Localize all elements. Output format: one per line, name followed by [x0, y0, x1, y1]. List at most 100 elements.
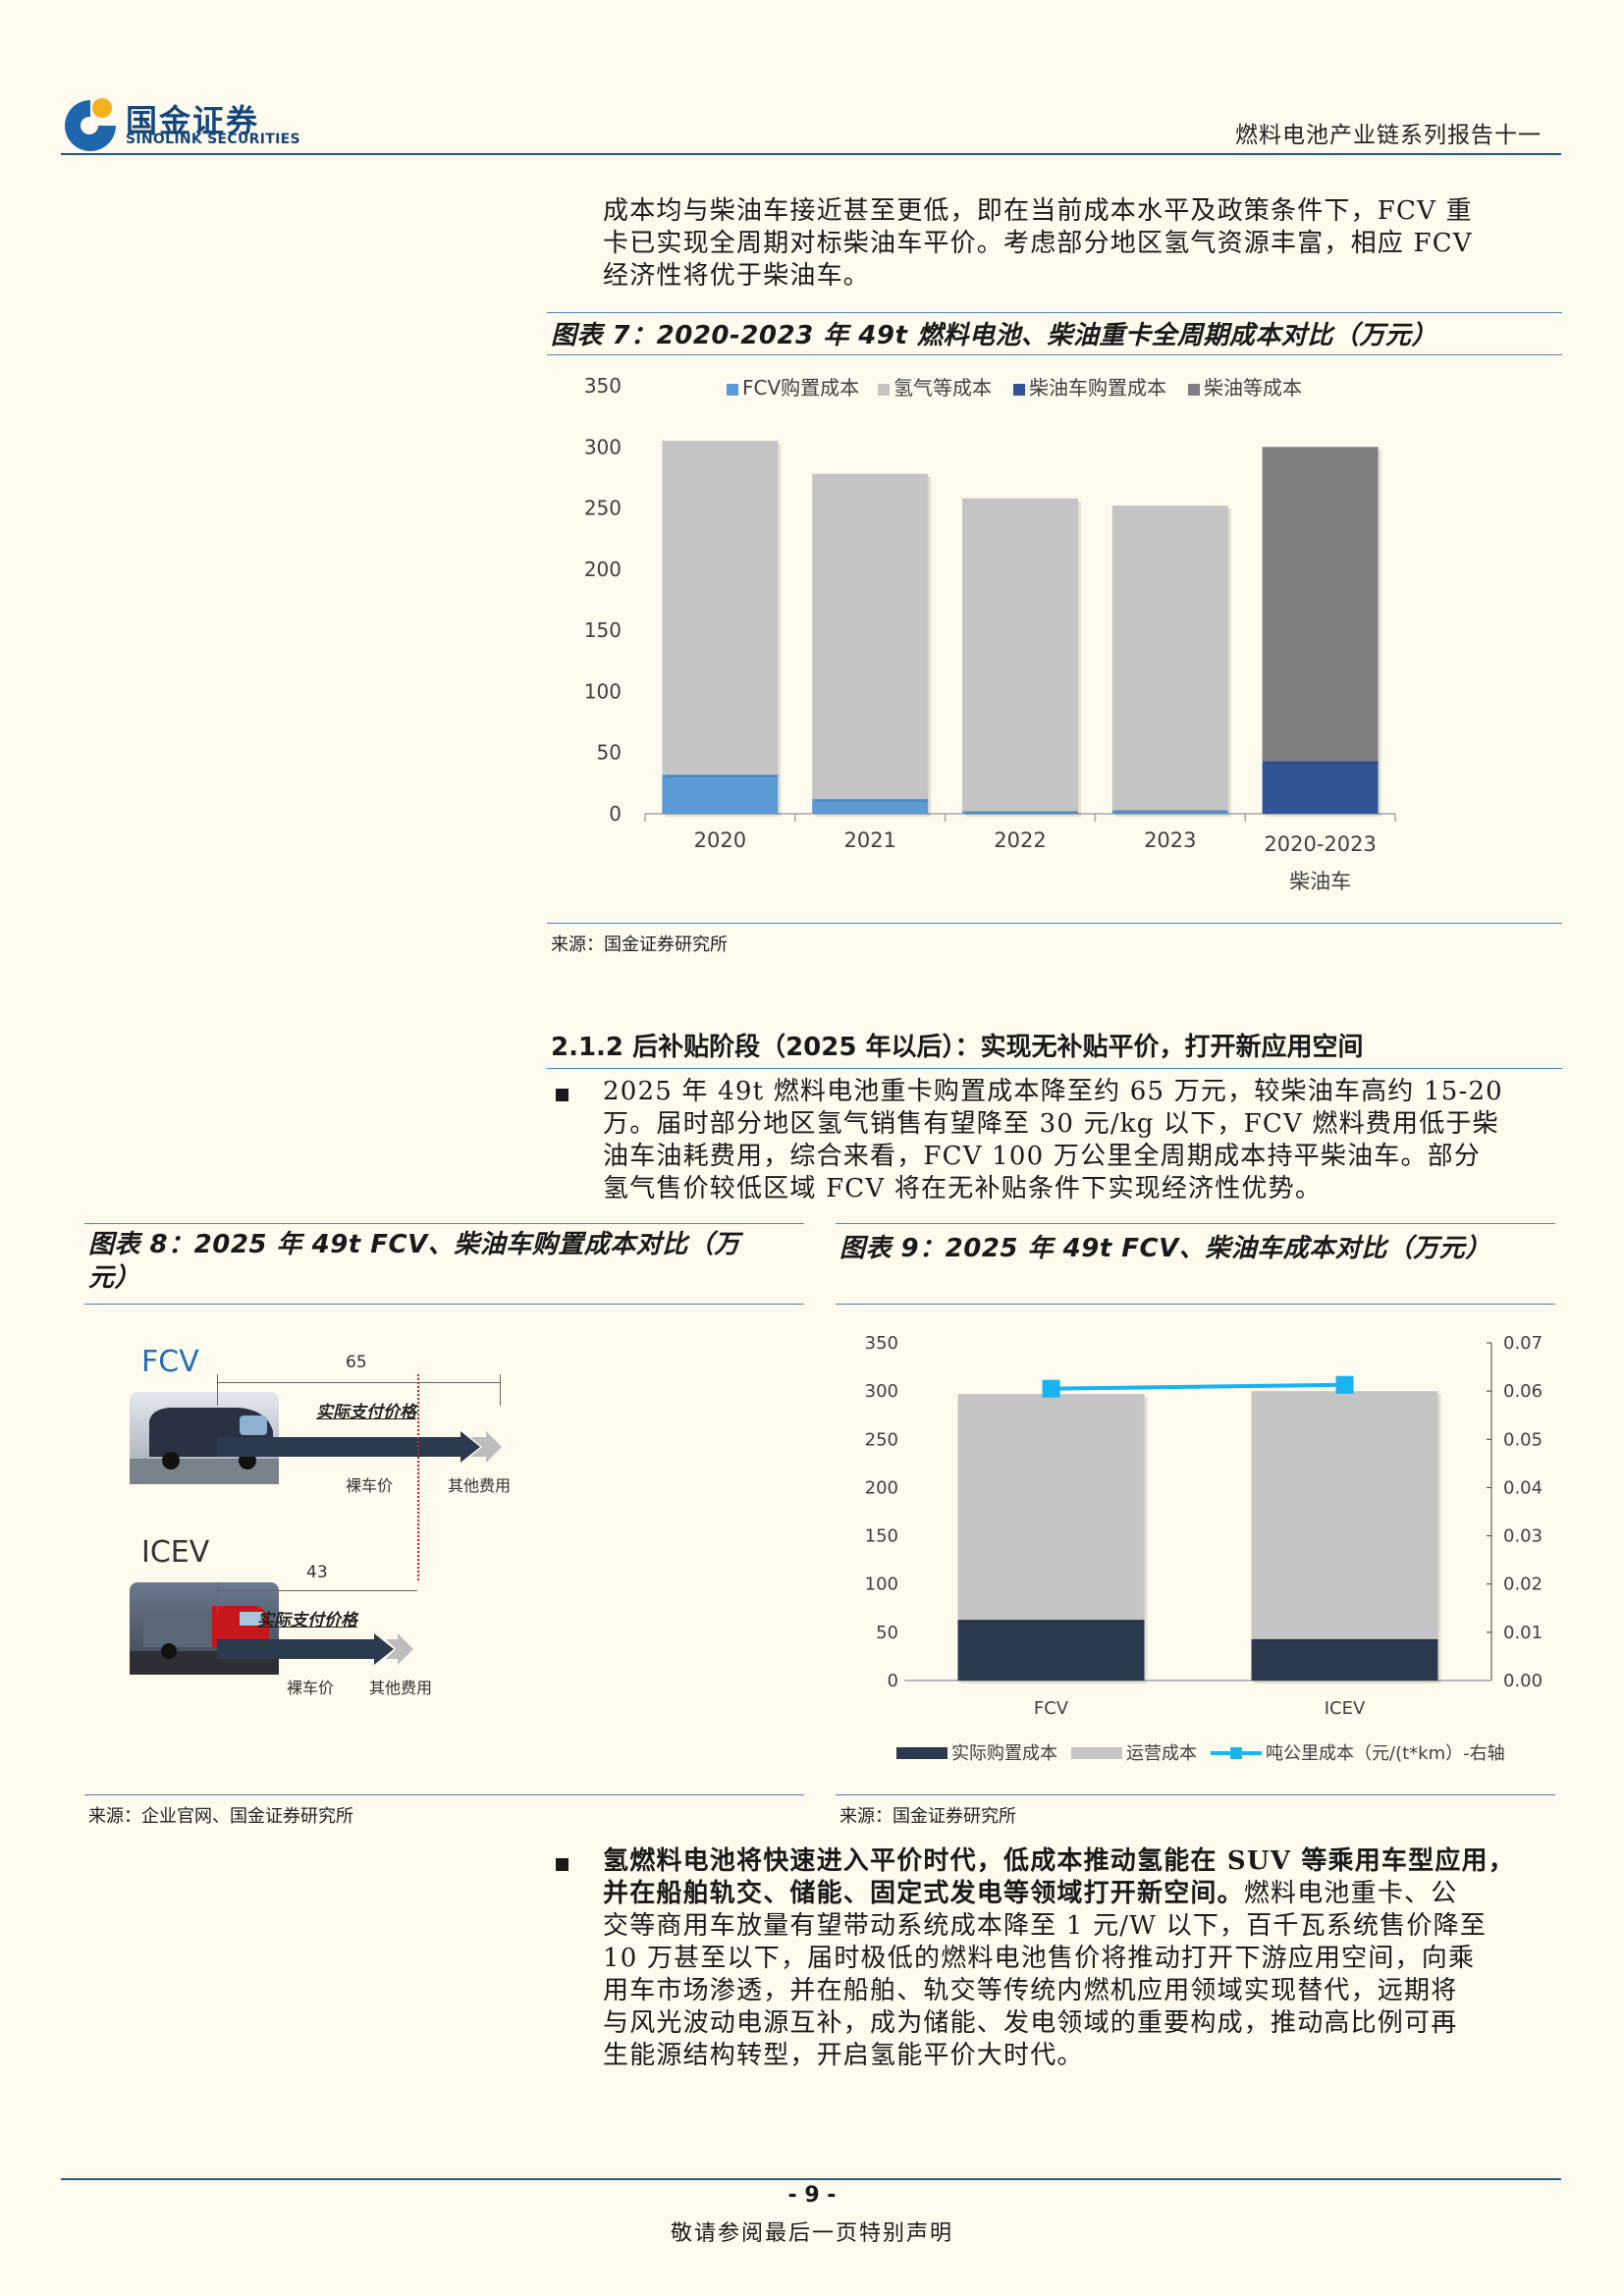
legend-label: FCV购置成本: [742, 376, 859, 400]
sinolink-logo-icon: [65, 98, 116, 151]
icev-cost-arrow: [217, 1633, 413, 1665]
y-tick-label: 350: [865, 1333, 898, 1354]
figure8-top-rule: [84, 1223, 804, 1224]
footer-disclaimer: 敬请参阅最后一页特别声明: [670, 2221, 953, 2246]
report-series-title: 燃料电池产业链系列报告十一: [1235, 123, 1542, 148]
icev-label: ICEV: [141, 1535, 210, 1570]
text-line: 与风光波动电源互补，成为储能、发电领域的重要构成，推动高比例可再: [603, 2008, 1458, 2038]
legend-label: 柴油车购置成本: [1029, 376, 1166, 400]
figure8-source: 来源：企业官网、国金证券研究所: [88, 1806, 353, 1827]
figure9-chart: 0 50 100 150 200 250 300 350 0.00 0.01 0.02 0.03 0.0…: [865, 1333, 1543, 1764]
figure7-chart: 0 50 100 150 200 250 300 350 2020 2021 2022 2023 202…: [584, 374, 1396, 893]
legend-label: 吨公里成本（元/(t*km）-右轴: [1266, 1743, 1505, 1764]
text-line: 氢气售价较低区域 FCV 将在无补贴条件下实现经济性优势。: [603, 1174, 1323, 1203]
bullet-square-icon: [556, 1858, 568, 1871]
section-heading: 2.1.2 后补贴阶段（2025 年以后）：实现无补贴平价，打开新应用空间: [551, 1033, 1364, 1062]
bar-segment: [1262, 447, 1379, 762]
y-tick-label: 150: [865, 1526, 898, 1547]
text-line-bold: 氢燃料电池将快速进入平价时代，低成本推动氢能在 SUV 等乘用车型应用，: [603, 1846, 1515, 1876]
reference-dashed-line: [417, 1374, 419, 1580]
x-tick-sublabel: 柴油车: [1289, 870, 1351, 893]
figure8-diagram: FCV 65 实际支付价格 裸车价 其他费用 ICEV: [84, 1308, 804, 1789]
bar-shadow: [1114, 813, 1231, 817]
figure8-caption: 图表 8：2025 年 49t FCV、柴油车购置成本对比（万 元）: [88, 1228, 740, 1295]
icev-dimension-line: [217, 1590, 417, 1591]
y-tick-label: 50: [597, 741, 622, 765]
page-number: - 9 -: [787, 2183, 837, 2208]
y-tick-label: 200: [584, 558, 622, 581]
y-tick-label: 350: [584, 374, 622, 398]
figure9-caption: 图表 9：2025 年 49t FCV、柴油车成本对比（万元）: [839, 1234, 1491, 1263]
bar-segment: [812, 473, 929, 800]
y-tick-label: 150: [584, 618, 622, 642]
y2-tick-label: 0.01: [1503, 1623, 1543, 1643]
text-line: 2025 年 49t 燃料电池重卡购置成本降至约 65 万元，较柴油车高约 15…: [603, 1077, 1503, 1106]
bullet-square-icon: [556, 1089, 568, 1101]
y-tick-label: 200: [865, 1477, 898, 1498]
figure7-caption: 图表 7：2020-2023 年 49t 燃料电池、柴油重卡全周期成本对比（万元…: [551, 321, 1437, 350]
bar-segment: [962, 498, 1078, 812]
legend-label: 实际购置成本: [951, 1743, 1057, 1764]
fcv-label: FCV: [141, 1345, 199, 1379]
x-tick-label: 2022: [994, 828, 1046, 852]
bar-segment: [962, 811, 1078, 814]
bar-segment: [1262, 761, 1379, 814]
fcv-cost-arrow: [217, 1431, 502, 1463]
y2-tick-label: 0.02: [1503, 1575, 1543, 1595]
fcv-other-fees-label: 其他费用: [448, 1476, 512, 1495]
figure9-source: 来源：国金证券研究所: [839, 1806, 1016, 1827]
text-line: 10 万甚至以下，届时极低的燃料电池售价将推动打开下游应用空间，向乘: [603, 1944, 1476, 1973]
text-line-mixed: 并在船舶轨交、储能、固定式发电等领域打开新空间。燃料电池重卡、公: [603, 1878, 1542, 1910]
legend-swatch: [1013, 384, 1025, 396]
y-tick-label: 0: [888, 1671, 898, 1691]
x-tick-label: FCV: [1034, 1698, 1069, 1719]
icev-other-fees-label: 其他费用: [369, 1679, 433, 1697]
y2-tick-label: 0.00: [1503, 1671, 1543, 1691]
y-tick-label: 300: [865, 1381, 898, 1402]
figure8-caption-rule: [84, 1304, 804, 1305]
bar-segment: [1111, 506, 1228, 811]
text-line: 生能源结构转型，开启氢能平价大时代。: [603, 2041, 1084, 2070]
bar-segment: [1111, 810, 1228, 814]
caption-line: 图表 8：2025 年 49t FCV、柴油车购置成本对比（万: [88, 1230, 740, 1259]
bar-segment: [1251, 1391, 1438, 1639]
y-tick-label: 100: [865, 1575, 898, 1595]
figure9-caption-rule: [836, 1304, 1555, 1305]
line-marker: [1042, 1379, 1060, 1398]
text-line: 交等商用车放量有望带动系统成本降至 1 元/W 以下，百千瓦系统售价降至: [603, 1911, 1488, 1941]
text-line-bold-part: 并在船舶轨交、储能、固定式发电等领域打开新空间。: [603, 1879, 1244, 1908]
text-line: 成本均与柴油车接近甚至更低，即在当前成本水平及政策条件下，FCV 重: [603, 196, 1473, 226]
figure8-bottom-rule: [84, 1794, 804, 1795]
text-line-normal-part: 燃料电池重卡、公: [1243, 1879, 1458, 1908]
text-line: 经济性将优于柴油车。: [603, 261, 871, 291]
dimension-tick: [217, 1374, 218, 1406]
y-tick-label: 250: [584, 497, 622, 520]
legend-label: 氢气等成本: [893, 376, 992, 400]
bar-segment: [957, 1394, 1145, 1621]
logo-cn-text: 国金证券: [126, 102, 260, 139]
y-tick-label: 100: [584, 679, 622, 703]
x-tick-label: 2021: [843, 828, 895, 852]
dimension-tick: [217, 1582, 218, 1614]
legend-swatch: [1188, 384, 1200, 396]
x-tick-label: 2020: [694, 828, 746, 852]
header-rule: [61, 153, 1561, 155]
section-rule: [547, 1068, 1562, 1069]
figure9-top-rule: [836, 1223, 1555, 1224]
bar-segment: [957, 1620, 1145, 1681]
x-tick-label: 2023: [1144, 828, 1196, 852]
figure9-bottom-rule: [836, 1794, 1555, 1795]
y-tick-label: 250: [865, 1429, 898, 1450]
footer-rule: [61, 2178, 1561, 2180]
y2-tick-label: 0.03: [1503, 1526, 1543, 1547]
bullet2-paragraph: 氢燃料电池将快速进入平价时代，低成本推动氢能在 SUV 等乘用车型应用， 并在船…: [603, 1845, 1542, 2072]
text-line: 卡已实现全周期对标柴油车平价。考虑部分地区氢气资源丰富，相应 FCV: [603, 229, 1473, 258]
bar-segment: [662, 441, 779, 775]
caption-line: 元）: [88, 1263, 141, 1293]
legend-swatch: [896, 1747, 947, 1759]
fcv-bare-price-label: 裸车价: [346, 1476, 394, 1495]
figure7-caption-rule: [547, 354, 1562, 355]
y-tick-label: 300: [584, 435, 622, 458]
line-series-path: [1051, 1382, 1345, 1391]
icev-actual-price-label: 实际支付价格: [257, 1611, 357, 1630]
